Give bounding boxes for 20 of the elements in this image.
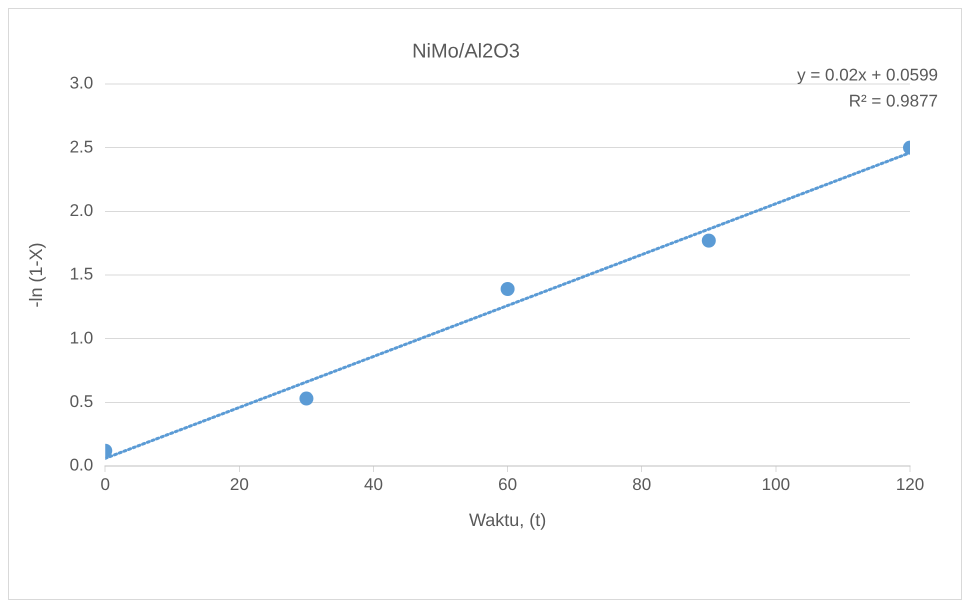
- y-axis-title: -ln (1-X): [26, 242, 46, 308]
- x-tick-label: 100: [762, 474, 790, 494]
- y-tick-label: 2.0: [70, 201, 94, 220]
- annotation: R² = 0.9877: [848, 92, 938, 111]
- x-tick-label: 40: [364, 474, 383, 494]
- chart-title: NiMo/Al2O3: [412, 40, 520, 63]
- x-tick-label: 80: [632, 474, 652, 494]
- point: [500, 282, 515, 296]
- x-tick-label: 120: [896, 474, 924, 494]
- y-tick-label: 3.0: [70, 74, 94, 93]
- x-tick-label: 60: [498, 474, 518, 494]
- y-tick-label: 1.0: [70, 328, 94, 348]
- x-axis-title: Waktu, (t): [468, 510, 546, 530]
- x-tick-label: 0: [100, 474, 110, 494]
- y-tick-label: 1.5: [70, 264, 94, 284]
- y-tick-label: 0.5: [70, 392, 94, 412]
- y-tick-label: 0.0: [70, 456, 94, 475]
- y-tick-label: 2.5: [70, 137, 94, 156]
- x-tick-label: 20: [230, 474, 249, 494]
- annotation: y = 0.02x + 0.0599: [797, 66, 938, 85]
